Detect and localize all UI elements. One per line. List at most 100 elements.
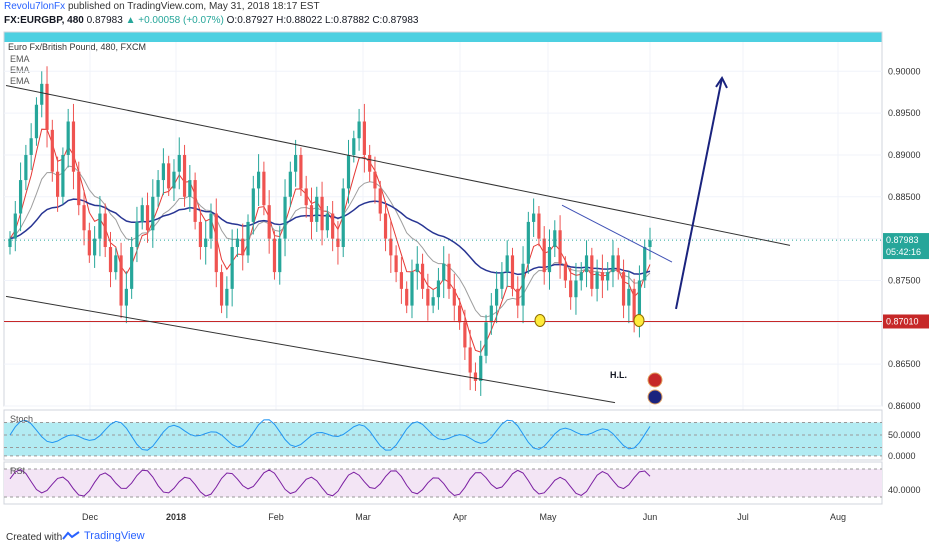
candle-body bbox=[288, 171, 292, 197]
candle-body bbox=[346, 154, 351, 189]
tradingview-label: TradingView bbox=[84, 530, 145, 542]
footer: Created with TradingView bbox=[0, 526, 932, 550]
candle-body bbox=[320, 196, 324, 231]
candle-body bbox=[362, 121, 366, 155]
candle-body bbox=[331, 213, 335, 239]
symbol-text: FX:EURGBP, 480 bbox=[4, 15, 84, 26]
candle-body bbox=[77, 171, 81, 206]
candle-body bbox=[34, 104, 39, 139]
candle-body bbox=[209, 213, 213, 239]
candle-body bbox=[563, 263, 567, 281]
candle-body bbox=[516, 288, 520, 306]
candle-body bbox=[473, 372, 478, 381]
tradingview-brand[interactable]: TradingView bbox=[62, 530, 145, 542]
candle-body bbox=[214, 213, 218, 273]
candle-body bbox=[130, 247, 134, 289]
time-tick-label: Dec bbox=[82, 512, 99, 522]
event-icons[interactable] bbox=[647, 372, 663, 405]
time-tick-label: May bbox=[539, 512, 557, 522]
tradingview-logo-icon bbox=[62, 531, 80, 540]
candle-body bbox=[352, 138, 356, 155]
candle-body bbox=[114, 255, 118, 273]
symbol-line: FX:EURGBP, 480 0.87983 ▲ +0.00058 (+0.07… bbox=[4, 14, 928, 28]
candle-body bbox=[161, 163, 165, 181]
candle-body bbox=[373, 171, 377, 189]
candle-body bbox=[262, 171, 266, 206]
candle-body bbox=[151, 196, 155, 231]
candle-body bbox=[394, 255, 398, 273]
candle-body bbox=[145, 205, 150, 231]
projection-arrow-line bbox=[675, 77, 723, 310]
last-price-text: 0.87983 bbox=[86, 15, 123, 26]
candle-body bbox=[532, 213, 536, 222]
candle-body bbox=[553, 230, 557, 248]
candle-body bbox=[172, 171, 176, 189]
candle-body bbox=[558, 230, 562, 264]
candle-body bbox=[584, 255, 589, 273]
candle-body bbox=[547, 247, 552, 273]
candle-body bbox=[50, 129, 54, 172]
published-text: published on TradingView.com, May 31, 20… bbox=[67, 1, 320, 12]
candle-body bbox=[235, 238, 240, 248]
candle-body bbox=[40, 83, 44, 105]
candle-body bbox=[616, 255, 620, 273]
candle-body bbox=[537, 213, 541, 239]
price-tick-label: 0.86500 bbox=[888, 359, 921, 369]
candle-body bbox=[219, 272, 224, 306]
candle-body bbox=[542, 238, 546, 273]
candle-body bbox=[415, 263, 419, 273]
time-tick-label: Feb bbox=[268, 512, 284, 522]
time-tick-label: Apr bbox=[453, 512, 467, 522]
short-resistance-line bbox=[561, 204, 673, 263]
change-text: ▲ +0.00058 (+0.07%) bbox=[125, 15, 224, 26]
created-with-text: Created with bbox=[6, 532, 63, 543]
stoch-line bbox=[9, 419, 651, 451]
chart-title: Euro Fx/British Pound, 480, FXCM bbox=[8, 42, 146, 52]
time-tick-label: 2018 bbox=[166, 512, 186, 522]
price-tick-label: 0.89000 bbox=[888, 150, 921, 160]
candle-body bbox=[24, 154, 28, 181]
candle-body bbox=[251, 188, 255, 222]
candle-body bbox=[299, 154, 303, 189]
candle-body bbox=[569, 280, 573, 298]
price-tick-label: 0.89500 bbox=[888, 108, 921, 118]
candle-body bbox=[479, 355, 483, 381]
candle-body bbox=[119, 255, 123, 306]
time-tick-label: Jul bbox=[737, 512, 749, 522]
candle-body bbox=[98, 213, 102, 239]
candle-body bbox=[103, 213, 107, 248]
candle-body bbox=[632, 288, 636, 323]
candle-body bbox=[436, 280, 441, 298]
candle-body bbox=[278, 238, 282, 273]
candle-body bbox=[93, 238, 97, 256]
candle-body bbox=[574, 280, 578, 298]
stoch-tick-label: 0.0000 bbox=[888, 451, 916, 461]
candle-body bbox=[315, 196, 319, 222]
candle-body bbox=[643, 247, 647, 281]
candle-body bbox=[140, 205, 144, 222]
candle-body bbox=[357, 121, 361, 139]
upper-channel-line bbox=[5, 85, 791, 246]
candle-body bbox=[108, 247, 113, 273]
main-pane-border bbox=[3, 31, 883, 407]
support-touch-marker bbox=[633, 313, 645, 327]
candle-body bbox=[225, 288, 229, 306]
bar-countdown-label: 05:42:16 bbox=[886, 247, 921, 257]
candle-body bbox=[389, 238, 393, 256]
candle-body bbox=[378, 188, 382, 214]
candle-body bbox=[204, 238, 208, 248]
author-link[interactable]: Revolu7lonFx bbox=[4, 1, 66, 12]
candle-body bbox=[368, 154, 372, 172]
stoch-tick-label: 50.0000 bbox=[888, 430, 921, 440]
candle-body bbox=[648, 240, 652, 248]
candle-body bbox=[431, 297, 435, 306]
support-touch-marker bbox=[534, 313, 546, 327]
candle-body bbox=[526, 221, 530, 264]
candle-body bbox=[272, 238, 277, 273]
candle-body bbox=[383, 213, 388, 239]
candle-body bbox=[468, 347, 472, 373]
candle-body bbox=[283, 196, 287, 239]
candle-body bbox=[495, 288, 499, 306]
top-highlight-band bbox=[4, 32, 882, 42]
